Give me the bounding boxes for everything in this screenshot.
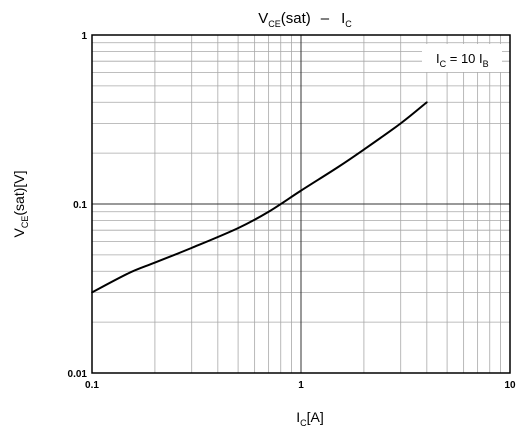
y-tick-label: 0.1	[73, 200, 87, 211]
data-point	[154, 261, 156, 264]
data-point	[300, 189, 302, 192]
major-gridlines	[92, 35, 510, 373]
annotation-background	[422, 44, 502, 72]
y-tick-labels: 0.01 0.1 1	[68, 31, 88, 380]
data-point	[237, 227, 239, 230]
plot-frame	[91, 34, 511, 374]
condition-annotation: IC = 10 IB	[436, 51, 489, 69]
data-point	[190, 246, 193, 249]
x-tick-label: 0.1	[85, 380, 99, 391]
y-tick-label: 0.01	[68, 369, 88, 380]
data-point	[425, 101, 428, 104]
x-tick-label: 10	[504, 380, 516, 391]
data-point	[336, 166, 339, 169]
chart-title: VCE(sat) – IC	[258, 10, 352, 29]
data-point	[399, 122, 402, 125]
data-point	[363, 148, 365, 151]
x-tick-label: 1	[298, 380, 304, 391]
y-axis-label: VCE(sat)[V]	[11, 171, 30, 238]
x-axis-label: IC[A]	[296, 409, 324, 428]
data-point	[91, 291, 93, 294]
series-layer	[91, 101, 428, 294]
x-tick-labels: 0.1 1 10	[85, 380, 516, 391]
y-tick-label: 1	[81, 31, 87, 42]
data-point	[267, 210, 270, 213]
data-point	[127, 272, 130, 275]
series-line-0	[91, 101, 428, 294]
